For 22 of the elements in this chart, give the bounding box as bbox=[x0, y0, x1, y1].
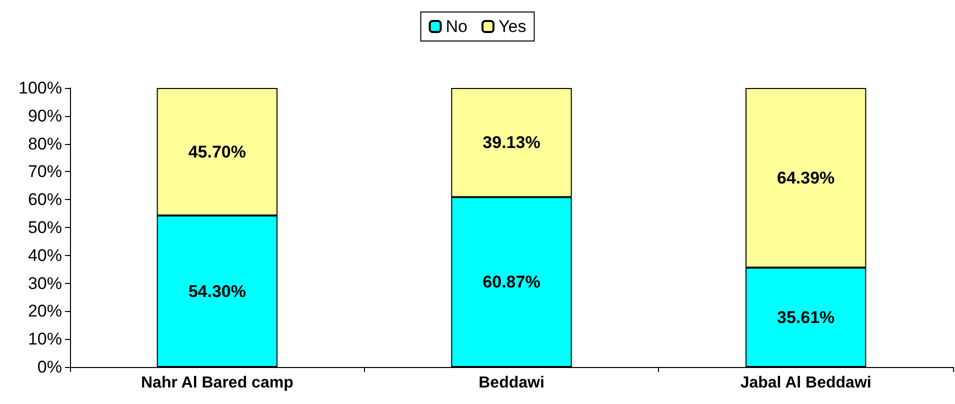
y-tick-label: 50% bbox=[28, 218, 62, 237]
data-label: 54.30% bbox=[188, 282, 246, 301]
y-tick-label: 0% bbox=[37, 358, 62, 376]
data-label: 60.87% bbox=[482, 272, 540, 292]
legend-label: No bbox=[446, 17, 468, 36]
y-tick-label: 20% bbox=[28, 302, 62, 321]
y-tick-label: 40% bbox=[28, 246, 62, 265]
x-tick-label: Nahr Al Bared camp bbox=[140, 374, 294, 392]
y-tick-label: 60% bbox=[28, 190, 62, 210]
data-label: 64.39% bbox=[776, 168, 835, 188]
y-tick-label: 100% bbox=[18, 78, 62, 98]
y-tick-label: 70% bbox=[28, 162, 62, 182]
data-label: 39.13% bbox=[482, 133, 540, 152]
data-label: 45.70% bbox=[188, 142, 246, 162]
y-tick-label: 30% bbox=[28, 274, 62, 293]
y-tick-label: 80% bbox=[28, 134, 62, 154]
x-tick-label: Jabal Al Beddawi bbox=[740, 374, 872, 392]
y-tick-label: 10% bbox=[28, 330, 62, 349]
y-tick-label: 90% bbox=[28, 106, 62, 126]
x-tick-label: Beddawi bbox=[478, 374, 544, 392]
legend-label: Yes bbox=[498, 17, 526, 36]
data-label: 35.61% bbox=[776, 308, 835, 327]
